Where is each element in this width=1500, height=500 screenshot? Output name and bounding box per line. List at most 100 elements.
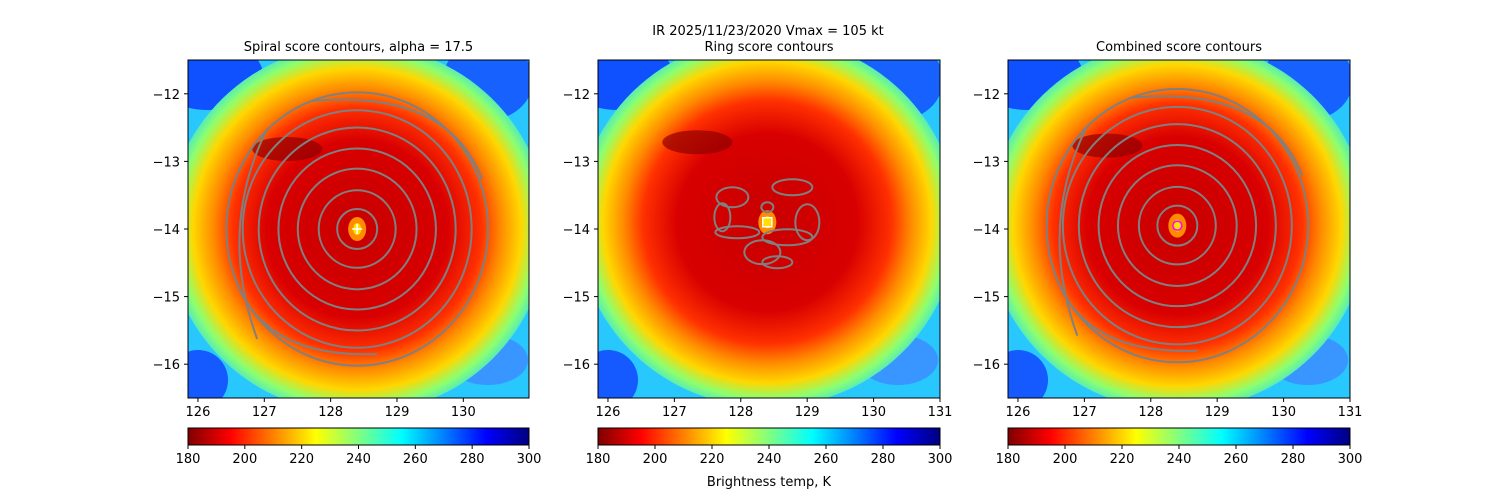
score-contours bbox=[225, 91, 489, 367]
colorbar-tick-label: 300 bbox=[928, 452, 953, 467]
colorbar-tick-label: 260 bbox=[403, 452, 428, 467]
contour-arc bbox=[238, 128, 269, 340]
contour-fragment bbox=[794, 203, 821, 242]
y-tick-label: −15 bbox=[973, 291, 1000, 306]
x-tick-label: 130 bbox=[451, 405, 476, 420]
x-tick-label: 129 bbox=[795, 405, 820, 420]
colorbar-tick-label: 180 bbox=[996, 452, 1021, 467]
colorbar bbox=[187, 427, 530, 446]
contour-arc bbox=[231, 268, 378, 356]
panel-title: Spiral score contours, alpha = 17.5 bbox=[244, 40, 473, 55]
colorbar-label: Brightness temp, K bbox=[707, 475, 832, 490]
colorbar-tick-label: 240 bbox=[346, 452, 371, 467]
contour-ring bbox=[296, 167, 418, 291]
y-tick-label: −14 bbox=[153, 223, 180, 238]
contour-arc bbox=[1132, 95, 1304, 176]
x-tick-label: 129 bbox=[1205, 405, 1230, 420]
center-marker bbox=[352, 224, 363, 234]
x-tick-label: 129 bbox=[385, 405, 410, 420]
colorbar-tick-label: 200 bbox=[643, 452, 668, 467]
contour-fragment bbox=[760, 201, 775, 214]
colorbar-tick-label: 260 bbox=[1224, 452, 1249, 467]
colorbar-tick-label: 240 bbox=[1167, 452, 1192, 467]
y-tick-label: −16 bbox=[973, 358, 1000, 373]
x-tick-label: 128 bbox=[318, 405, 343, 420]
x-tick-label: 127 bbox=[662, 405, 687, 420]
colorbar-tick-label: 220 bbox=[1110, 452, 1135, 467]
center-marker bbox=[762, 216, 773, 228]
colorbar-tick-label: 180 bbox=[176, 452, 201, 467]
contour-ring bbox=[1077, 123, 1277, 329]
contour-fragment bbox=[714, 225, 761, 240]
panel-3: Combined score contours 126 127 128 129 130 13… bbox=[973, 40, 1363, 467]
y-tick-label: −13 bbox=[973, 155, 1000, 170]
brightness-temp-image bbox=[598, 60, 940, 398]
colorbar-tick-label: 300 bbox=[517, 452, 542, 467]
y-tick-label: −13 bbox=[153, 155, 180, 170]
contour-ring bbox=[336, 208, 379, 250]
brightness-temp-image bbox=[188, 60, 529, 398]
score-contours bbox=[1045, 87, 1310, 364]
y-tick-label: −16 bbox=[563, 358, 590, 373]
colorbar-tick-label: 180 bbox=[586, 452, 611, 467]
contour-arc bbox=[312, 98, 484, 180]
x-tick-label: 131 bbox=[1338, 405, 1363, 420]
colorbar bbox=[597, 427, 941, 446]
contour-ring bbox=[1137, 185, 1217, 266]
colorbar-tick-label: 280 bbox=[871, 452, 896, 467]
contour-fragment bbox=[713, 202, 732, 233]
y-tick-label: −14 bbox=[973, 223, 1000, 238]
contour-ring bbox=[317, 189, 397, 269]
x-tick-label: 126 bbox=[186, 405, 211, 420]
x-tick-label: 126 bbox=[1006, 405, 1031, 420]
x-tick-label: 126 bbox=[596, 405, 621, 420]
y-tick-label: −12 bbox=[973, 88, 1000, 103]
contour-ring bbox=[225, 91, 489, 367]
x-tick-label: 130 bbox=[861, 405, 886, 420]
y-tick-label: −12 bbox=[153, 88, 180, 103]
y-tick-label: −12 bbox=[563, 88, 590, 103]
figure-suptitle: IR 2025/11/23/2020 Vmax = 105 kt bbox=[652, 24, 883, 39]
contour-arc bbox=[1051, 265, 1198, 352]
y-tick-label: −13 bbox=[563, 155, 590, 170]
colorbar-tick-label: 220 bbox=[700, 452, 725, 467]
panel-title: Ring score contours bbox=[704, 40, 833, 55]
panel-title: Combined score contours bbox=[1096, 40, 1262, 55]
y-tick-label: −14 bbox=[563, 223, 590, 238]
colorbar-tick-label: 240 bbox=[757, 452, 782, 467]
x-tick-label: 128 bbox=[728, 405, 753, 420]
colorbar-tick-label: 200 bbox=[232, 452, 257, 467]
contour-ring bbox=[257, 126, 457, 332]
contour-ring bbox=[1061, 105, 1293, 346]
contour-fragment bbox=[715, 186, 750, 209]
contour-ring bbox=[1045, 87, 1310, 364]
colorbar-tick-label: 200 bbox=[1053, 452, 1078, 467]
contour-arc bbox=[1058, 125, 1089, 336]
colorbar-tick-label: 260 bbox=[814, 452, 839, 467]
colorbar-tick-label: 280 bbox=[1281, 452, 1306, 467]
contour-ring bbox=[1097, 144, 1258, 308]
x-tick-label: 127 bbox=[1072, 405, 1097, 420]
x-tick-label: 131 bbox=[928, 405, 953, 420]
x-tick-label: 128 bbox=[1138, 405, 1163, 420]
contour-ring bbox=[241, 109, 473, 349]
score-contours bbox=[713, 178, 821, 270]
colorbar-tick-label: 220 bbox=[289, 452, 314, 467]
y-tick-label: −15 bbox=[153, 291, 180, 306]
colorbar bbox=[1007, 427, 1351, 446]
panel-2: Ring score contours 126 127 128 129 130 131 −12… bbox=[563, 40, 953, 467]
x-tick-label: 127 bbox=[252, 405, 277, 420]
contour-fragment bbox=[761, 255, 794, 270]
colorbar-tick-label: 280 bbox=[460, 452, 485, 467]
contour-ring bbox=[1116, 164, 1238, 287]
contour-fragment bbox=[761, 228, 814, 247]
y-tick-label: −15 bbox=[563, 291, 590, 306]
contour-ring bbox=[277, 147, 437, 311]
y-tick-label: −16 bbox=[153, 358, 180, 373]
brightness-temp-image bbox=[1008, 60, 1350, 398]
panel-1: Spiral score contours, alpha = 17.5 126 12… bbox=[153, 40, 542, 467]
contour-fragment bbox=[771, 178, 814, 197]
colorbar-tick-label: 300 bbox=[1338, 452, 1363, 467]
contour-ring bbox=[1156, 204, 1199, 247]
